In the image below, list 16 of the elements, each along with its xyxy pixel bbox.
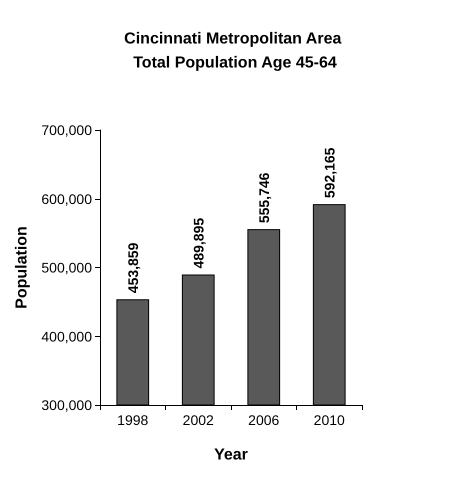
x-tick-label: 2006 <box>248 412 280 428</box>
x-tick-label: 2002 <box>182 412 214 428</box>
data-label: 489,895 <box>190 218 206 268</box>
chart-title: Cincinnati Metropolitan Area Total Population Age 45-64 <box>124 30 346 72</box>
data-label: 555,746 <box>256 172 272 224</box>
y-tick-label: 300,000 <box>41 397 92 413</box>
y-tick-label: 700,000 <box>41 122 92 138</box>
x-tick-label: 1998 <box>117 412 149 428</box>
data-label: 592,165 <box>321 147 338 198</box>
y-tick-label: 600,000 <box>41 190 92 207</box>
y-tick-label: 400,000 <box>41 328 92 344</box>
y-tick-label: 500,000 <box>41 260 92 276</box>
x-axis-title: Year <box>214 446 248 464</box>
data-label: 453,859 <box>124 242 141 294</box>
y-axis-title: Population <box>14 226 30 309</box>
x-tick-label: 2010 <box>314 412 346 428</box>
